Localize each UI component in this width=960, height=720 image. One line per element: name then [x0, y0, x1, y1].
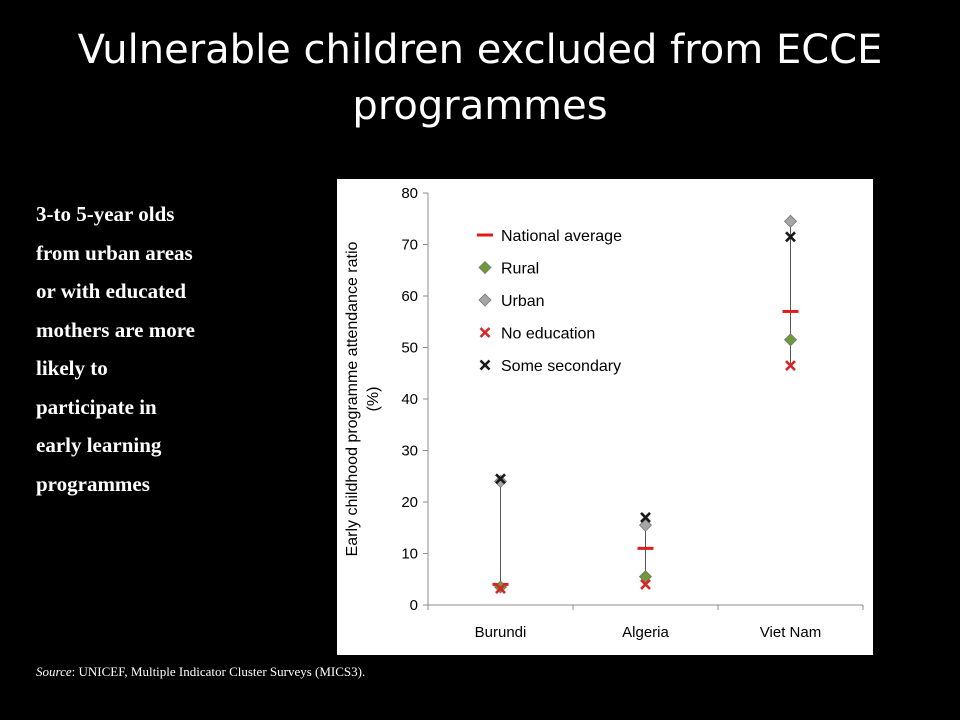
y-tick-label: 20: [401, 494, 418, 511]
point-rural: [783, 333, 798, 347]
y-tick-label: 70: [401, 237, 418, 254]
side-text-line: likely to: [36, 356, 108, 380]
side-text-line: programmes: [36, 471, 150, 496]
point-no-education: [785, 360, 796, 371]
slide-title: Vulnerable children excluded from ECCE p…: [77, 27, 883, 129]
side-text-line: early learning: [36, 433, 162, 457]
legend-marker-rural: [478, 260, 492, 275]
y-tick-label: 80: [401, 185, 418, 202]
point-urban: [783, 214, 798, 228]
point-no-education: [640, 578, 651, 590]
y-tick-label: 0: [410, 597, 418, 614]
side-text-line: participate in: [36, 394, 157, 419]
attendance-chart: 0 10 20 30 40 50 60 70 80 Burundi Algeria Viet Nam E…: [344, 185, 864, 641]
legend-marker-urban: [478, 293, 492, 307]
side-text-line: 3-to 5-year olds: [36, 202, 175, 226]
y-axis-title: Early childhood programme attendance rat…: [344, 241, 361, 556]
point-urban: [493, 474, 508, 488]
point-some-secondary: [640, 512, 651, 523]
x-tick-label: Burundi: [475, 624, 527, 641]
side-text-line: or with educated: [36, 279, 187, 303]
legend-marker-some-secondary: [479, 359, 491, 371]
y-axis-title: (%): [365, 387, 382, 412]
legend-label-some-secondary: Some secondary: [501, 358, 621, 375]
y-tick-label: 10: [401, 546, 418, 563]
legend-marker-no-education: [479, 327, 491, 338]
source-label: Source: [36, 664, 72, 679]
y-tick-label: 40: [401, 391, 418, 408]
side-text-line: from urban areas: [36, 240, 193, 265]
source-text: : UNICEF, Multiple Indicator Cluster Sur…: [71, 664, 366, 679]
source-note: Source: UNICEF, Multiple Indicator Clust…: [36, 664, 365, 680]
legend-label-urban: Urban: [501, 293, 545, 310]
x-tick-label: Algeria: [622, 624, 669, 641]
chart-panel: 0 10 20 30 40 50 60 70 80 Burundi Algeria Viet Nam E…: [337, 179, 873, 655]
point-no-education: [495, 583, 506, 594]
legend-label-no-education: No education: [501, 326, 595, 343]
point-some-secondary: [495, 473, 506, 485]
x-tick-label: Viet Nam: [760, 624, 821, 641]
legend-label-rural: Rural: [501, 261, 539, 278]
point-some-secondary: [785, 231, 796, 243]
legend-label-national-average: National average: [501, 228, 622, 245]
side-text: 3-to 5-year olds from urban areas or wit…: [36, 195, 276, 503]
y-tick-label: 50: [401, 340, 418, 357]
y-tick-label: 60: [401, 288, 418, 305]
side-text-line: mothers are more: [36, 317, 195, 342]
y-tick-label: 30: [401, 443, 418, 460]
